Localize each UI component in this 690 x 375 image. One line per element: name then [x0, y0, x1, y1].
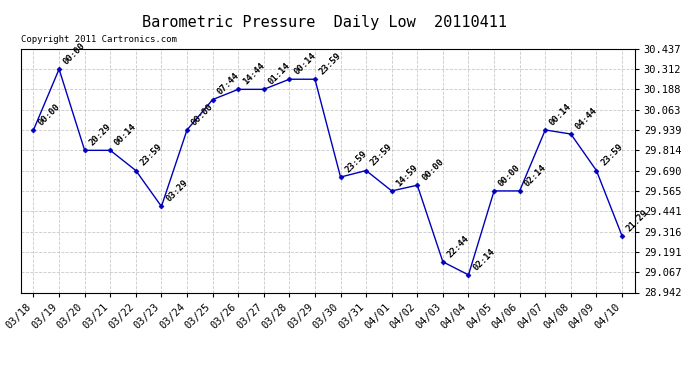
- Text: 04:44: 04:44: [573, 106, 599, 131]
- Text: 23:59: 23:59: [317, 51, 343, 76]
- Text: 23:59: 23:59: [344, 149, 368, 174]
- Text: 22:44: 22:44: [446, 234, 471, 259]
- Text: 00:00: 00:00: [190, 102, 215, 127]
- Text: 03:29: 03:29: [164, 178, 190, 204]
- Text: 23:59: 23:59: [139, 142, 164, 168]
- Text: 00:00: 00:00: [37, 102, 61, 127]
- Text: 07:44: 07:44: [215, 72, 241, 97]
- Text: 02:14: 02:14: [471, 247, 497, 272]
- Text: 00:00: 00:00: [420, 157, 446, 183]
- Text: 00:14: 00:14: [113, 122, 139, 147]
- Text: Barometric Pressure  Daily Low  20110411: Barometric Pressure Daily Low 20110411: [142, 15, 506, 30]
- Text: 00:00: 00:00: [497, 163, 522, 188]
- Text: 01:14: 01:14: [266, 61, 292, 87]
- Text: 14:44: 14:44: [241, 61, 266, 87]
- Text: 00:00: 00:00: [62, 41, 87, 66]
- Text: 20:29: 20:29: [88, 122, 112, 147]
- Text: 23:59: 23:59: [369, 142, 394, 168]
- Text: Copyright 2011 Cartronics.com: Copyright 2011 Cartronics.com: [21, 35, 177, 44]
- Text: 21:29: 21:29: [624, 208, 650, 233]
- Text: 00:14: 00:14: [292, 51, 317, 76]
- Text: 14:59: 14:59: [395, 163, 420, 188]
- Text: 02:14: 02:14: [522, 163, 548, 188]
- Text: 00:14: 00:14: [548, 102, 573, 127]
- Text: 23:59: 23:59: [599, 142, 624, 168]
